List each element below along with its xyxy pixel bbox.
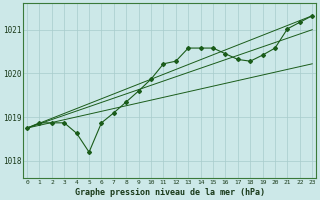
- X-axis label: Graphe pression niveau de la mer (hPa): Graphe pression niveau de la mer (hPa): [75, 188, 265, 197]
